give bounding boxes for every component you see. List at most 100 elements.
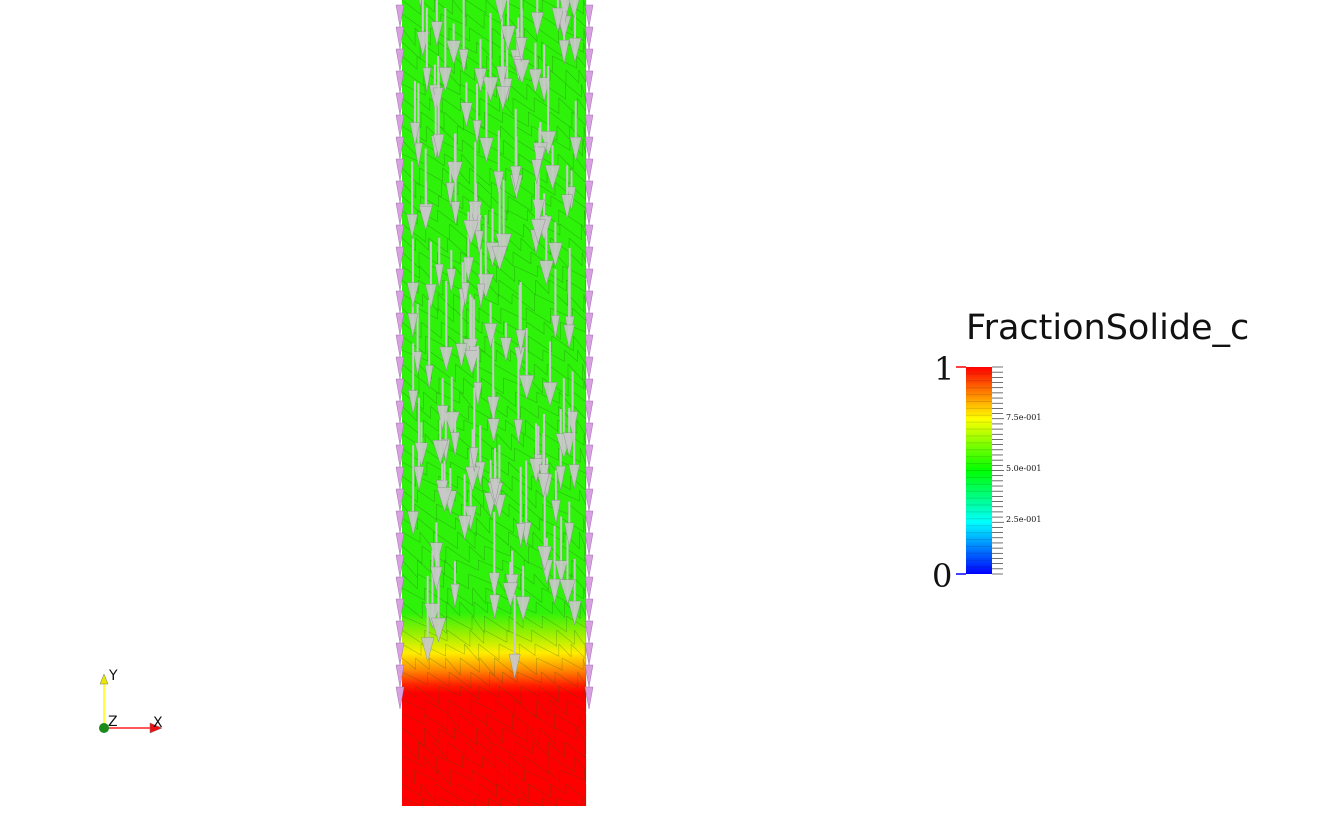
velocity-arrow	[568, 0, 582, 63]
boundary-arrow	[395, 224, 405, 248]
boundary-arrow	[395, 92, 405, 116]
velocity-arrow	[432, 72, 445, 159]
velocity-arrow	[515, 466, 526, 548]
velocity-arrow	[406, 161, 418, 239]
velocity-arrow	[469, 387, 479, 472]
boundary-arrow	[395, 4, 405, 28]
boundary-arrow	[395, 422, 405, 446]
velocity-arrow	[537, 488, 552, 571]
z-axis-label: Z	[108, 714, 118, 730]
boundary-arrow	[584, 4, 594, 28]
boundary-arrow	[395, 686, 405, 710]
velocity-arrow	[564, 501, 575, 547]
velocity-arrow	[446, 23, 462, 66]
orientation-axes	[99, 673, 163, 734]
velocity-arrow	[450, 414, 460, 457]
velocity-arrow	[409, 81, 421, 147]
boundary-arrow	[584, 510, 594, 534]
velocity-arrow	[416, 0, 430, 56]
velocity-arrow	[431, 552, 447, 643]
boundary-arrow	[584, 158, 594, 182]
velocity-arrow	[496, 38, 510, 112]
boundary-arrow	[395, 510, 405, 534]
velocity-arrow	[413, 83, 423, 168]
scalar-bar-gradient	[966, 367, 992, 574]
boundary-arrow	[395, 246, 405, 270]
velocity-arrow	[538, 44, 551, 102]
boundary-arrow	[395, 400, 405, 424]
boundary-arrow	[584, 334, 594, 358]
scalar-bar-bands	[966, 373, 992, 568]
scalar-bar	[956, 366, 1004, 575]
velocity-arrow	[548, 222, 563, 268]
boundary-arrow	[395, 114, 405, 138]
velocity-arrow	[446, 249, 457, 293]
boundary-arrow	[395, 378, 405, 402]
boundary-arrow	[584, 70, 594, 94]
scalar-bar-ticks	[992, 366, 1004, 575]
velocity-arrow	[424, 299, 434, 390]
velocity-arrow	[554, 516, 568, 585]
boundary-arrow	[395, 268, 405, 292]
boundary-arrow	[584, 400, 594, 424]
velocity-arrow	[542, 341, 558, 408]
boundary-arrow	[584, 554, 594, 578]
boundary-arrow	[584, 598, 594, 622]
boundary-arrow	[584, 136, 594, 160]
velocity-arrow	[445, 161, 455, 207]
boundary-arrow	[584, 576, 594, 600]
velocity-arrow	[568, 0, 580, 19]
velocity-arrow	[474, 207, 484, 255]
boundary-arrow	[395, 26, 405, 50]
velocity-arrow	[450, 561, 460, 609]
velocity-arrow	[458, 0, 469, 74]
velocity-arrow	[434, 237, 444, 289]
boundary-arrow	[584, 180, 594, 204]
velocity-arrow	[422, 7, 432, 92]
velocity-arrow	[421, 575, 435, 663]
velocity-arrow	[537, 433, 550, 498]
velocity-arrow	[563, 407, 576, 457]
boundary-arrow	[395, 202, 405, 226]
boundary-glyphs	[395, 4, 594, 710]
boundary-arrow	[395, 554, 405, 578]
velocity-arrow	[460, 82, 473, 127]
boundary-arrow	[584, 48, 594, 72]
velocity-arrow	[544, 145, 561, 190]
velocity-arrow	[430, 549, 443, 592]
velocity-arrow	[559, 532, 576, 605]
boundary-arrow	[395, 488, 405, 512]
x-axis-cone	[149, 722, 163, 734]
velocity-arrow	[561, 165, 574, 219]
velocity-arrow	[530, 0, 544, 37]
boundary-arrow	[395, 70, 405, 94]
boundary-arrow	[584, 356, 594, 380]
boundary-arrow	[395, 642, 405, 666]
velocity-arrow	[508, 594, 521, 679]
velocity-arrow	[548, 525, 561, 604]
boundary-arrow	[395, 356, 405, 380]
velocity-arrow	[500, 322, 512, 362]
velocity-arrow	[528, 42, 543, 94]
boundary-arrow	[584, 290, 594, 314]
velocity-arrow	[558, 0, 570, 65]
boundary-arrow	[584, 114, 594, 138]
boundary-arrow	[584, 532, 594, 556]
boundary-arrow	[395, 444, 405, 468]
velocity-arrow	[510, 108, 522, 191]
velocity-arrow	[408, 343, 419, 415]
boundary-arrow	[395, 48, 405, 72]
boundary-arrow	[584, 488, 594, 512]
velocity-arrow	[500, 0, 516, 51]
velocity-arrow	[461, 261, 470, 307]
boundary-arrow	[395, 180, 405, 204]
boundary-arrow	[584, 92, 594, 116]
boundary-arrow	[584, 26, 594, 50]
velocity-arrow	[472, 83, 482, 145]
velocity-arrow	[436, 460, 453, 512]
boundary-arrow	[584, 202, 594, 226]
velocity-arrow	[483, 302, 498, 349]
velocity-arrow	[476, 248, 486, 309]
scalar-bar-tick-label: 7.5e-001	[1006, 413, 1042, 422]
